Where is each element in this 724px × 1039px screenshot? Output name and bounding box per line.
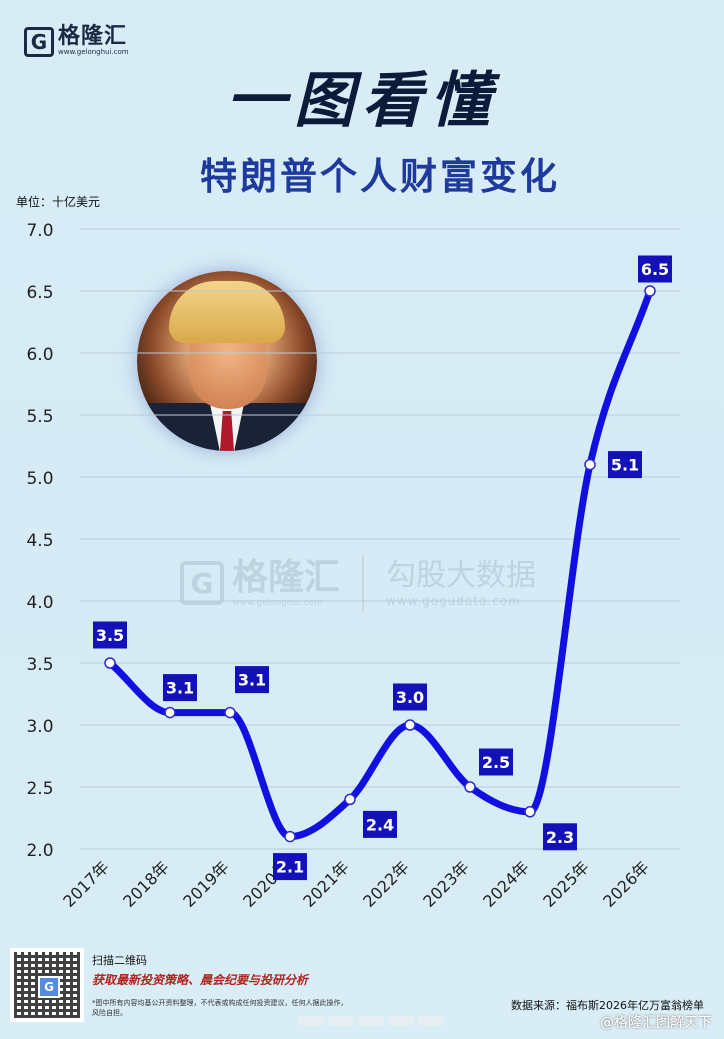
data-label-box	[93, 621, 127, 649]
data-point	[344, 793, 356, 806]
x-tick-label: 2025年	[539, 857, 593, 911]
series-line	[106, 287, 654, 841]
data-label-box	[543, 823, 577, 851]
qr-logo-icon: G	[38, 976, 60, 998]
qr-promo: 获取最新投资策略、晨会纪要与投研分析	[92, 973, 309, 987]
data-point	[644, 285, 656, 297]
data-label: 3.5	[96, 626, 124, 645]
data-label: 2.5	[482, 753, 510, 772]
brand-url: www.gelonghui.com	[58, 48, 129, 56]
headline: 一图看懂	[226, 66, 498, 136]
y-tick-label: 6.0	[26, 345, 53, 365]
brand-logo: G 格隆汇 www.gelonghui.com	[24, 26, 129, 57]
y-tick-label: 5.5	[26, 407, 53, 427]
image-pager	[298, 1016, 448, 1026]
x-tick-label: 2022年	[359, 857, 413, 911]
data-label-box	[163, 674, 197, 702]
data-label: 2.4	[366, 815, 394, 834]
disclaimer: *图中所有内容均基公开资料整理，不代表或构成任何投资建议，任何人据此操作，风险自…	[92, 999, 348, 1017]
y-tick-label: 4.5	[26, 531, 53, 551]
data-label-box	[235, 666, 269, 694]
qr-caption: 扫描二维码	[92, 954, 147, 967]
y-tick-label: 7.0	[26, 221, 53, 241]
x-tick-label: 2023年	[419, 857, 473, 911]
data-label-box	[273, 853, 307, 881]
data-point	[524, 806, 536, 818]
data-label-box	[393, 683, 427, 711]
y-tick-label: 3.0	[26, 717, 53, 737]
chart-subtitle: 特朗普个人财富变化	[200, 155, 560, 198]
logo-mark-icon: G	[24, 26, 54, 57]
unit-label: 单位：十亿美元	[16, 195, 101, 209]
data-point	[104, 657, 116, 669]
data-label: 2.1	[276, 858, 304, 877]
data-point	[284, 830, 296, 843]
data-label: 3.1	[166, 679, 194, 698]
data-label-box	[363, 810, 397, 838]
data-label: 3.0	[396, 688, 424, 707]
qr-code[interactable]: G	[10, 948, 84, 1022]
weibo-handle: @格隆汇图解天下	[600, 1015, 712, 1031]
y-tick-label: 2.5	[26, 779, 53, 799]
x-tick-label: 2017年	[59, 857, 113, 911]
y-tick-label: 3.5	[26, 655, 53, 675]
data-label: 6.5	[641, 260, 669, 279]
data-point	[224, 706, 236, 719]
data-point	[404, 719, 416, 731]
data-label: 3.1	[238, 671, 266, 690]
data-label-box	[479, 748, 513, 776]
data-label: 5.1	[611, 456, 639, 475]
data-label: 2.3	[546, 828, 574, 847]
x-tick-label: 2026年	[599, 857, 653, 911]
data-source: 数据来源：福布斯2026年亿万富翁榜单	[511, 999, 704, 1012]
data-point	[584, 458, 596, 471]
x-tick-label: 2024年	[479, 857, 533, 911]
watermark-name: 格隆汇	[232, 557, 341, 598]
data-point	[164, 706, 176, 719]
x-tick-label: 2021年	[299, 857, 353, 911]
x-tick-label: 2018年	[119, 857, 173, 911]
y-tick-label: 2.0	[26, 841, 53, 861]
watermark-url: www.gelonghui.com	[232, 598, 323, 608]
watermark-mark-icon: G	[180, 561, 224, 605]
data-label-box	[638, 255, 672, 283]
watermark-name-2: 勾股大数据	[386, 558, 537, 593]
watermark: G 格隆汇 www.gelonghui.com 勾股大数据 www.goguda…	[180, 555, 536, 611]
x-tick-label: 2019年	[179, 857, 233, 911]
data-point	[464, 781, 476, 793]
y-tick-label: 6.5	[26, 283, 53, 303]
y-tick-label: 5.0	[26, 469, 53, 489]
brand-name: 格隆汇	[58, 24, 128, 49]
y-tick-label: 4.0	[26, 593, 53, 613]
data-label-box	[608, 451, 642, 479]
watermark-divider	[362, 555, 365, 611]
